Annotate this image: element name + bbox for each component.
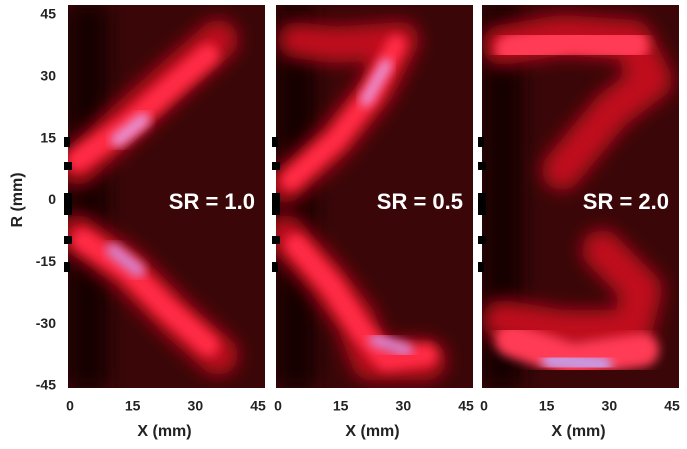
nozzle bbox=[478, 236, 486, 244]
x-tick-label: 30 bbox=[188, 398, 204, 414]
flame bbox=[72, 229, 219, 356]
nozzle bbox=[272, 162, 280, 170]
annotation: SR = 1.0 bbox=[169, 189, 255, 214]
flame-image bbox=[276, 5, 473, 388]
x-tick-label: 0 bbox=[274, 398, 282, 414]
nozzle bbox=[272, 236, 280, 244]
x-tick-label: 45 bbox=[250, 398, 266, 414]
x-axis-label: X (mm) bbox=[345, 423, 399, 440]
annotation: SR = 2.0 bbox=[583, 189, 669, 214]
flame-image bbox=[68, 5, 265, 388]
y-tick-label: 45 bbox=[40, 6, 56, 22]
x-tick-label: 15 bbox=[539, 398, 555, 414]
nozzle bbox=[272, 262, 278, 272]
annotation: SR = 0.5 bbox=[377, 189, 463, 214]
flame bbox=[106, 243, 145, 277]
y-tick-label: 30 bbox=[40, 68, 56, 84]
x-tick-label: 30 bbox=[602, 398, 618, 414]
flame bbox=[285, 234, 437, 371]
y-axis-label: R (mm) bbox=[9, 172, 26, 227]
y-tick-label: -15 bbox=[36, 253, 56, 269]
flame bbox=[542, 350, 612, 375]
x-tick-label: 45 bbox=[458, 398, 474, 414]
nozzle bbox=[478, 162, 486, 170]
nozzle bbox=[64, 262, 70, 272]
flame bbox=[111, 113, 150, 147]
x-tick-label: 0 bbox=[66, 398, 74, 414]
flame bbox=[482, 230, 662, 350]
flame-image bbox=[482, 5, 679, 388]
nozzle bbox=[64, 137, 70, 147]
nozzle bbox=[64, 162, 72, 170]
nozzle bbox=[272, 137, 278, 147]
flame bbox=[68, 44, 219, 171]
image-dark bbox=[68, 5, 108, 388]
nozzle bbox=[478, 137, 484, 147]
y-tick-label: 15 bbox=[40, 129, 56, 145]
x-axis-label: X (mm) bbox=[551, 423, 605, 440]
nozzle bbox=[478, 262, 484, 272]
nozzle bbox=[64, 236, 72, 244]
nozzle bbox=[478, 193, 486, 215]
x-tick-label: 15 bbox=[333, 398, 349, 414]
flame bbox=[360, 59, 392, 106]
nozzle bbox=[64, 193, 72, 215]
x-tick-label: 45 bbox=[664, 398, 680, 414]
x-tick-label: 15 bbox=[125, 398, 141, 414]
x-axis-label: X (mm) bbox=[137, 423, 191, 440]
y-tick-label: -45 bbox=[36, 377, 56, 393]
x-tick-label: 30 bbox=[396, 398, 412, 414]
x-tick-label: 0 bbox=[480, 398, 488, 414]
y-tick-label: 0 bbox=[48, 191, 56, 207]
flame bbox=[369, 333, 413, 357]
nozzle bbox=[272, 193, 280, 215]
y-tick-label: -30 bbox=[36, 315, 56, 331]
